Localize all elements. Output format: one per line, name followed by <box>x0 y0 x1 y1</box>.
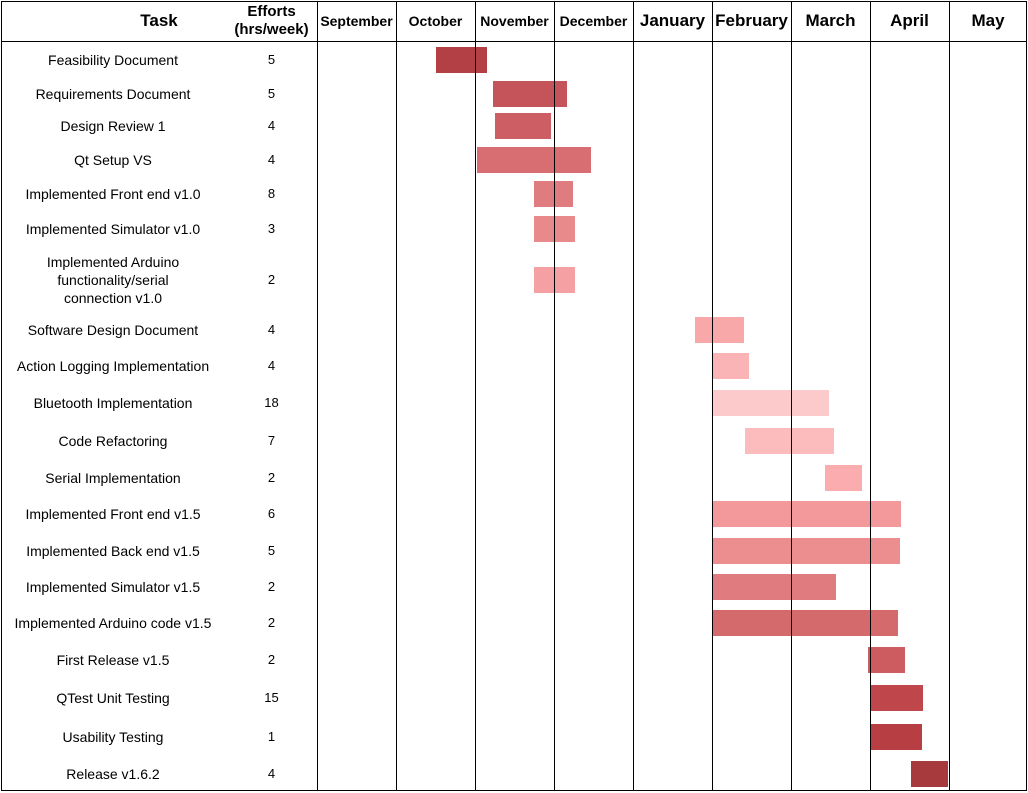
gantt-bar <box>712 537 901 564</box>
month-divider <box>791 1 792 791</box>
gantt-bar <box>435 46 487 73</box>
gantt-bar <box>494 112 551 139</box>
gantt-bar <box>911 760 949 787</box>
task-effort: 7 <box>267 432 276 448</box>
month-divider <box>712 1 713 791</box>
task-name: Release v1.6.2 <box>66 765 160 782</box>
task-name: Design Review 1 <box>60 117 166 134</box>
task-name: Bluetooth Implementation <box>33 395 193 411</box>
month-header-november: November <box>480 13 549 29</box>
task-name: Implemented Arduino functionality/serial… <box>46 254 180 306</box>
efforts-header-line1: Efforts <box>247 3 296 20</box>
month-divider <box>949 1 950 791</box>
table-border-top <box>1 1 1027 2</box>
task-effort: 15 <box>264 690 279 705</box>
gantt-bar <box>745 427 834 454</box>
gantt-bar <box>712 610 898 636</box>
month-divider <box>870 1 871 791</box>
task-name: Implemented Simulator v1.0 <box>25 220 201 237</box>
gantt-bar <box>712 390 829 416</box>
table-border-bottom <box>1 790 1027 791</box>
task-name: Implemented Simulator v1.5 <box>25 579 201 595</box>
gantt-bar <box>712 574 837 600</box>
task-column-header: Task <box>140 11 178 30</box>
task-effort: 2 <box>267 272 276 287</box>
task-effort: 4 <box>267 151 276 167</box>
task-name: Usability Testing <box>62 729 164 745</box>
month-header-january: January <box>639 11 706 30</box>
task-name: Action Logging Implementation <box>16 357 210 374</box>
month-header-february: February <box>715 11 788 30</box>
gantt-bar <box>493 80 567 107</box>
task-name: Code Refactoring <box>58 432 168 449</box>
header-divider <box>1 41 1027 42</box>
task-name: First Release v1.5 <box>56 651 170 668</box>
gantt-bar <box>824 464 863 491</box>
gantt-bar <box>712 501 901 527</box>
task-effort: 5 <box>267 85 276 101</box>
task-effort: 3 <box>267 220 276 236</box>
month-header-may: May <box>971 11 1005 30</box>
month-header-april: April <box>890 11 929 30</box>
gantt-bar <box>534 180 573 207</box>
task-effort: 8 <box>267 185 276 201</box>
month-divider <box>554 1 555 791</box>
efforts-column-header: Efforts (hrs/week) <box>226 1 317 41</box>
gantt-bar <box>695 317 744 343</box>
month-divider <box>475 1 476 791</box>
gantt-bar <box>867 646 905 673</box>
task-name: Qt Setup VS <box>74 151 152 168</box>
task-effort: 5 <box>267 542 276 558</box>
task-effort: 4 <box>267 117 276 133</box>
task-name: Requirements Document <box>35 85 191 102</box>
task-effort: 18 <box>264 395 279 410</box>
task-name: Implemented Front end v1.5 <box>25 506 201 522</box>
table-border-right <box>1026 1 1027 791</box>
month-header-october: October <box>408 13 463 29</box>
month-header-march: March <box>805 11 856 30</box>
gantt-bar <box>870 724 923 750</box>
task-name: QTest Unit Testing <box>56 690 170 706</box>
task-effort: 1 <box>267 729 276 744</box>
task-name: Implemented Arduino code v1.5 <box>14 615 212 631</box>
task-name: Feasibility Document <box>48 51 178 68</box>
task-name: Software Design Document <box>27 322 199 338</box>
task-effort: 2 <box>267 469 276 485</box>
task-effort: 2 <box>267 579 276 594</box>
task-effort: 6 <box>267 506 276 521</box>
task-effort: 5 <box>267 51 276 67</box>
task-effort: 4 <box>267 765 276 781</box>
task-name: Implemented Back end v1.5 <box>26 542 200 559</box>
task-effort: 2 <box>267 651 276 667</box>
table-border-left <box>1 1 2 791</box>
task-name: Implemented Front end v1.0 <box>25 185 201 202</box>
gantt-bar <box>712 352 750 379</box>
task-name: Serial Implementation <box>45 469 181 486</box>
month-divider <box>317 1 318 791</box>
gantt-bar <box>477 146 592 173</box>
task-effort: 2 <box>267 615 276 630</box>
efforts-header-line2: (hrs/week) <box>234 21 309 38</box>
task-effort: 4 <box>267 322 276 337</box>
task-effort: 4 <box>267 357 276 373</box>
month-divider <box>633 1 634 791</box>
month-divider <box>396 1 397 791</box>
gantt-bar <box>870 685 923 711</box>
month-header-september: September <box>320 13 393 29</box>
month-header-december: December <box>559 13 628 29</box>
